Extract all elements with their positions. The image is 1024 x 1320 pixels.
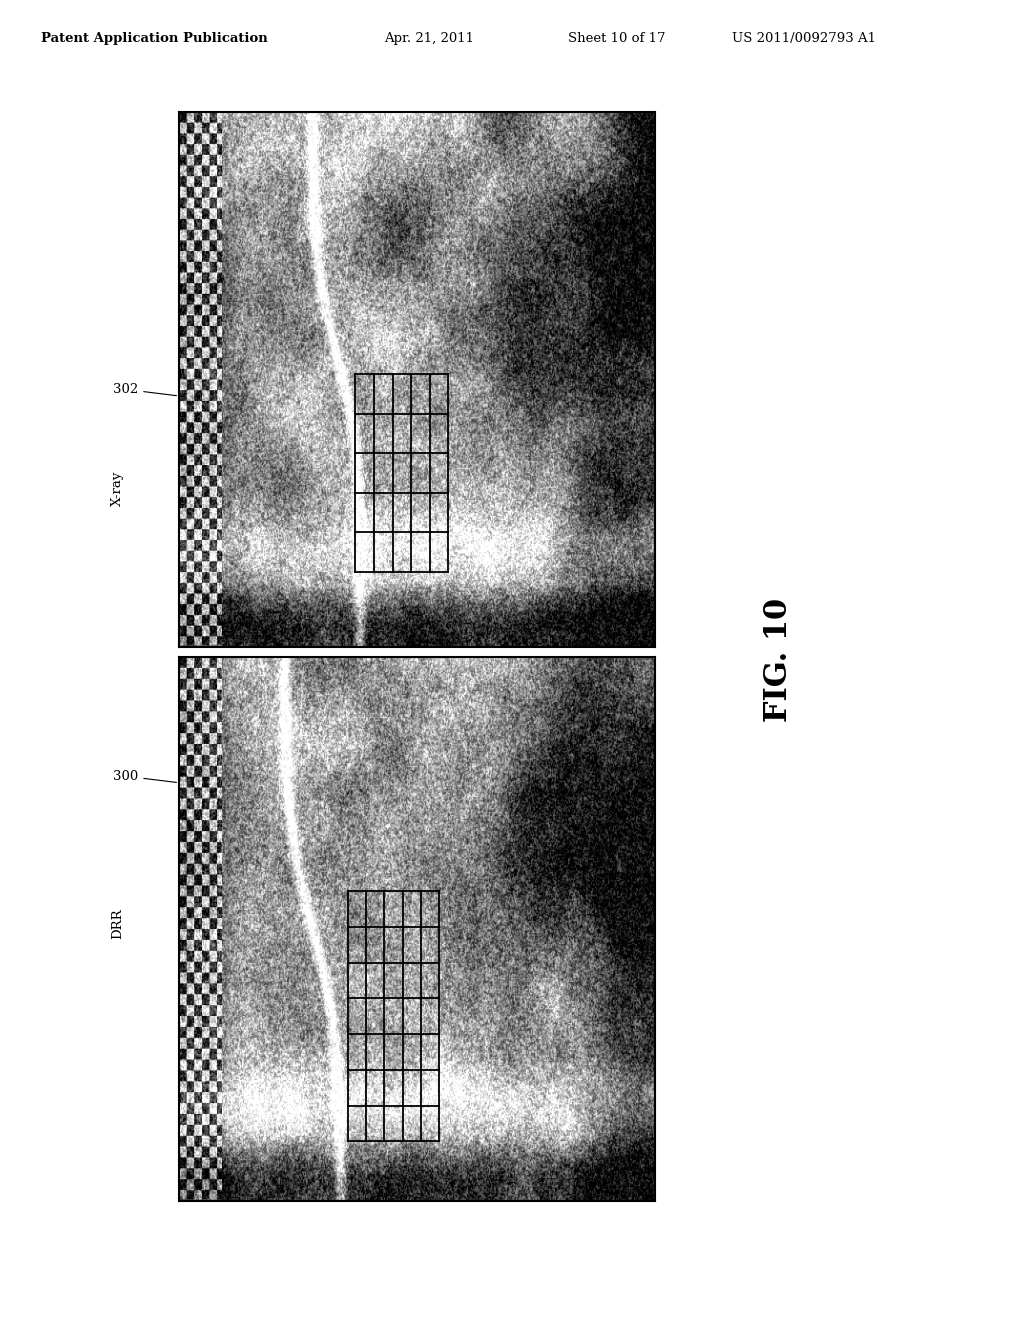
Text: Apr. 21, 2011: Apr. 21, 2011 <box>384 32 474 45</box>
Text: X-ray: X-ray <box>112 471 124 506</box>
Text: DRR: DRR <box>112 908 124 940</box>
Text: 300: 300 <box>113 770 176 783</box>
Text: US 2011/0092793 A1: US 2011/0092793 A1 <box>732 32 877 45</box>
Text: Sheet 10 of 17: Sheet 10 of 17 <box>568 32 666 45</box>
Text: FIG. 10: FIG. 10 <box>763 598 794 722</box>
Text: 302: 302 <box>113 383 176 396</box>
Text: Patent Application Publication: Patent Application Publication <box>41 32 267 45</box>
